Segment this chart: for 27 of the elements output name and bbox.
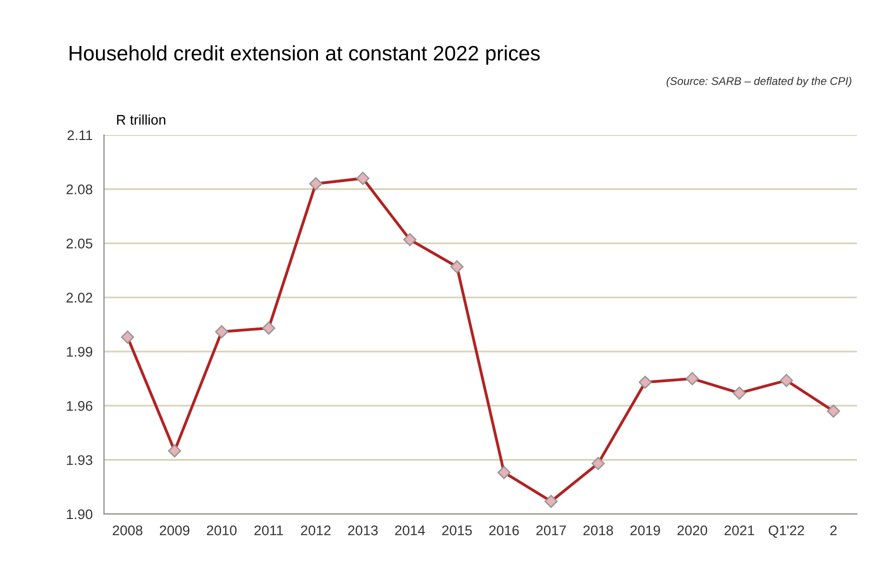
x-tick-label: 2011: [254, 525, 283, 536]
chart-title: Household credit extension at constant 2022 prices: [70, 45, 540, 65]
x-tick-label: 2012: [301, 525, 331, 536]
x-tick-label: 2: [830, 525, 837, 536]
x-tick-label: 2016: [489, 525, 519, 536]
x-tick-label: 2019: [630, 525, 660, 536]
y-tick-label: 1.96: [66, 401, 92, 411]
y-tick-label: 1.93: [66, 455, 92, 466]
text: (Source: SARB – deflated by the CPI): [666, 76, 852, 88]
x-tick-label: 2015: [442, 525, 472, 536]
x-tick-label: 2010: [206, 525, 237, 536]
y-tick-label: 2.05: [66, 238, 92, 248]
y-tick-label: 2.08: [66, 184, 92, 194]
y-tick-label: 1.90: [66, 509, 92, 520]
y-tick-label: 2.11: [68, 130, 92, 140]
y-axis-title: R trillion: [117, 114, 166, 125]
x-tick-label: 2021: [724, 525, 754, 536]
y-tick-label: 2.02: [66, 292, 92, 303]
x-tick-label: 2020: [678, 525, 708, 536]
x-tick-label: Q1'22: [768, 525, 804, 538]
x-tick-label: 2018: [583, 525, 613, 536]
x-tick-label: 2009: [160, 525, 190, 536]
x-tick-label: 2014: [395, 525, 425, 536]
x-tick-label: 2017: [536, 525, 566, 536]
y-tick-label: 1.99: [66, 346, 92, 357]
x-tick-label: 2013: [348, 525, 378, 536]
x-tick-label: 2008: [112, 525, 142, 536]
